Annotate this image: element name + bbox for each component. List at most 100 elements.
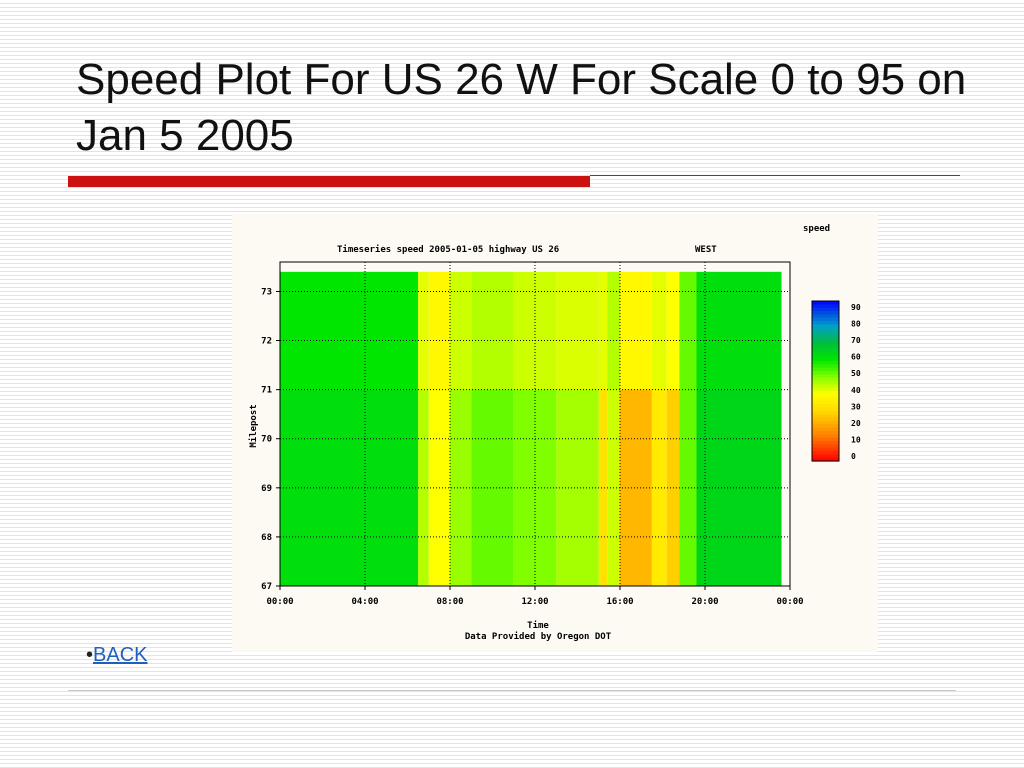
grid-lines bbox=[276, 262, 791, 590]
colorbar-step-1 bbox=[812, 304, 839, 309]
heat-cell-upper-12 bbox=[679, 271, 697, 390]
title-accent-bar bbox=[68, 176, 590, 187]
heat-cell-upper-11 bbox=[666, 271, 680, 390]
y-tick-label-6: 67 bbox=[261, 582, 272, 592]
slide-title: Speed Plot For US 26 W For Scale 0 to 95… bbox=[76, 55, 967, 160]
x-tick-label-2: 08:00 bbox=[436, 597, 463, 607]
colorbar-step-8 bbox=[812, 327, 839, 332]
colorbar-step-12 bbox=[812, 341, 839, 345]
x-tick-label-1: 04:00 bbox=[351, 597, 378, 607]
speed-heatmap-chart: Timeseries speed 2005-01-05 highway US 2… bbox=[232, 214, 878, 652]
colorbar-step-6 bbox=[812, 321, 839, 325]
colorbar-tick-label-7: 20 bbox=[851, 419, 861, 428]
colorbar-tick-label-0: 90 bbox=[851, 303, 861, 312]
colorbar-tick-label-9: 0 bbox=[851, 452, 856, 461]
heat-cell-upper-6 bbox=[556, 271, 599, 390]
colorbar-step-28 bbox=[812, 394, 839, 399]
heat-cell-lower-7 bbox=[598, 389, 608, 586]
heat-cell-upper-10 bbox=[651, 271, 667, 390]
y-axis-label: Milepost bbox=[248, 404, 259, 447]
colorbar-step-43 bbox=[812, 444, 839, 449]
colorbar-step-45 bbox=[812, 451, 839, 455]
colorbar-step-27 bbox=[812, 391, 839, 395]
colorbar-step-20 bbox=[812, 367, 839, 372]
x-tick-label-4: 16:00 bbox=[606, 597, 633, 607]
title-thin-rule bbox=[590, 175, 960, 176]
colorbar-step-10 bbox=[812, 334, 839, 339]
colorbar-step-42 bbox=[812, 441, 839, 445]
chart-direction: WEST bbox=[695, 245, 717, 255]
heat-cell-upper-4 bbox=[471, 271, 514, 390]
chart-title: Timeseries speed 2005-01-05 highway US 2… bbox=[337, 244, 559, 255]
heat-cell-upper-2 bbox=[428, 271, 450, 390]
colorbar bbox=[811, 300, 840, 462]
colorbar-step-31 bbox=[812, 404, 839, 409]
back-bullet-line: •BACK bbox=[86, 644, 147, 667]
y-tick-label-5: 68 bbox=[261, 533, 272, 543]
x-tick-label-5: 20:00 bbox=[691, 597, 718, 607]
heat-cell-upper-7 bbox=[598, 271, 608, 390]
chart-svg: Timeseries speed 2005-01-05 highway US 2… bbox=[248, 224, 861, 642]
colorbar-tick-label-3: 60 bbox=[851, 353, 861, 362]
y-tick-label-3: 70 bbox=[261, 435, 272, 445]
heat-cell-lower-9 bbox=[620, 389, 652, 586]
x-tick-label-3: 12:00 bbox=[521, 597, 548, 607]
colorbar-step-23 bbox=[812, 377, 839, 382]
y-tick-label-4: 69 bbox=[261, 484, 272, 494]
colorbar-step-37 bbox=[812, 424, 839, 429]
x-tick-label-0: 00:00 bbox=[266, 597, 293, 607]
colorbar-tick-label-1: 80 bbox=[851, 320, 861, 329]
heat-cell-lower-1 bbox=[418, 389, 429, 586]
colorbar-step-13 bbox=[812, 344, 839, 349]
colorbar-tick-label-4: 50 bbox=[851, 369, 861, 378]
colorbar-step-39 bbox=[812, 431, 839, 435]
chart-footer: Data Provided by Oregon DOT bbox=[465, 631, 612, 642]
colorbar-step-29 bbox=[812, 397, 839, 402]
colorbar-step-18 bbox=[812, 361, 839, 365]
colorbar-tick-label-6: 30 bbox=[851, 402, 861, 411]
y-tick-label-2: 71 bbox=[261, 386, 272, 396]
colorbar-tick-label-5: 40 bbox=[851, 386, 861, 395]
colorbar-step-17 bbox=[812, 357, 839, 362]
colorbar-step-22 bbox=[812, 374, 839, 379]
heat-cell-upper-3 bbox=[450, 271, 472, 390]
colorbar-step-2 bbox=[812, 307, 839, 312]
colorbar-step-47 bbox=[812, 457, 839, 462]
colorbar-step-32 bbox=[812, 407, 839, 412]
x-tick-label-6: 00:00 bbox=[776, 597, 803, 607]
heat-cell-lower-4 bbox=[471, 389, 514, 586]
colorbar-step-36 bbox=[812, 421, 839, 425]
heat-cell-upper-13 bbox=[696, 271, 782, 390]
heat-cells bbox=[280, 271, 782, 586]
colorbar-step-26 bbox=[812, 387, 839, 392]
colorbar-step-38 bbox=[812, 427, 839, 432]
heat-cell-upper-8 bbox=[607, 271, 620, 390]
colorbar-step-21 bbox=[812, 371, 839, 375]
colorbar-step-34 bbox=[812, 414, 839, 419]
colorbar-step-33 bbox=[812, 411, 839, 415]
y-tick-label-0: 73 bbox=[261, 287, 272, 297]
colorbar-step-9 bbox=[812, 331, 839, 335]
colorbar-step-19 bbox=[812, 364, 839, 369]
colorbar-step-3 bbox=[812, 311, 839, 315]
heat-cell-upper-1 bbox=[418, 271, 429, 390]
colorbar-step-35 bbox=[812, 417, 839, 422]
colorbar-step-41 bbox=[812, 437, 839, 442]
colorbar-step-4 bbox=[812, 314, 839, 319]
colorbar-step-40 bbox=[812, 434, 839, 439]
colorbar-tick-label-8: 10 bbox=[851, 435, 861, 444]
y-tick-label-1: 72 bbox=[261, 337, 272, 347]
back-link[interactable]: BACK bbox=[93, 644, 148, 666]
colorbar-step-5 bbox=[812, 317, 839, 322]
colorbar-step-24 bbox=[812, 381, 839, 385]
colorbar-step-25 bbox=[812, 384, 839, 389]
x-tick-labels: 00:00 04:00 08:00 12:00 16:00 20:00 00:00 bbox=[266, 597, 803, 607]
colorbar-step-11 bbox=[812, 337, 839, 342]
colorbar-step-46 bbox=[812, 454, 839, 459]
plot-frame bbox=[279, 261, 791, 587]
heat-cell-upper-9 bbox=[620, 271, 652, 390]
y-tick-labels: 73 72 71 70 69 68 67 bbox=[261, 287, 272, 592]
colorbar-step-30 bbox=[812, 401, 839, 405]
footer-rule bbox=[68, 690, 956, 691]
colorbar-step-15 bbox=[812, 351, 839, 355]
